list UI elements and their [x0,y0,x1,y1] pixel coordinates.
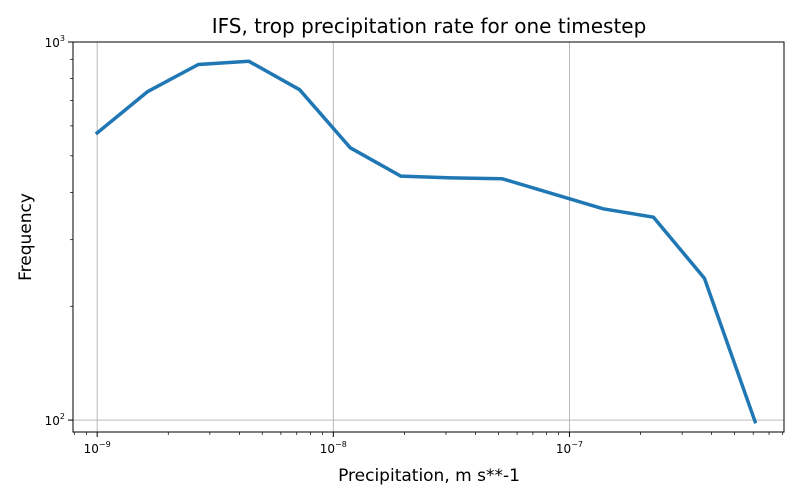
data-point [348,146,352,150]
plot-frame [72,41,785,433]
chart-title: IFS, trop precipitation rate for one tim… [212,14,647,38]
data-point [652,215,655,219]
axis-ticks: 10−9 10−8 10−7 102 103 [45,34,784,456]
x-tick-label: 10−8 [320,440,347,456]
data-point [753,420,757,424]
x-tick-label: 10−7 [556,440,583,456]
y-axis-label: Frequency [16,193,36,281]
data-point [146,89,150,93]
data-point [298,88,302,92]
series-layer [94,59,758,424]
x-tick-label: 10−9 [84,440,111,456]
data-point [247,59,251,63]
x-axis-label: Precipitation, m s**-1 [338,466,520,486]
data-point [449,176,453,180]
data-point [95,131,99,135]
data-point [703,276,706,280]
data-point [196,63,200,66]
y-tick-label: 103 [45,34,65,50]
y-tick-label: 102 [45,412,65,428]
data-point [399,174,403,178]
data-point [601,207,605,211]
data-point [500,177,504,181]
